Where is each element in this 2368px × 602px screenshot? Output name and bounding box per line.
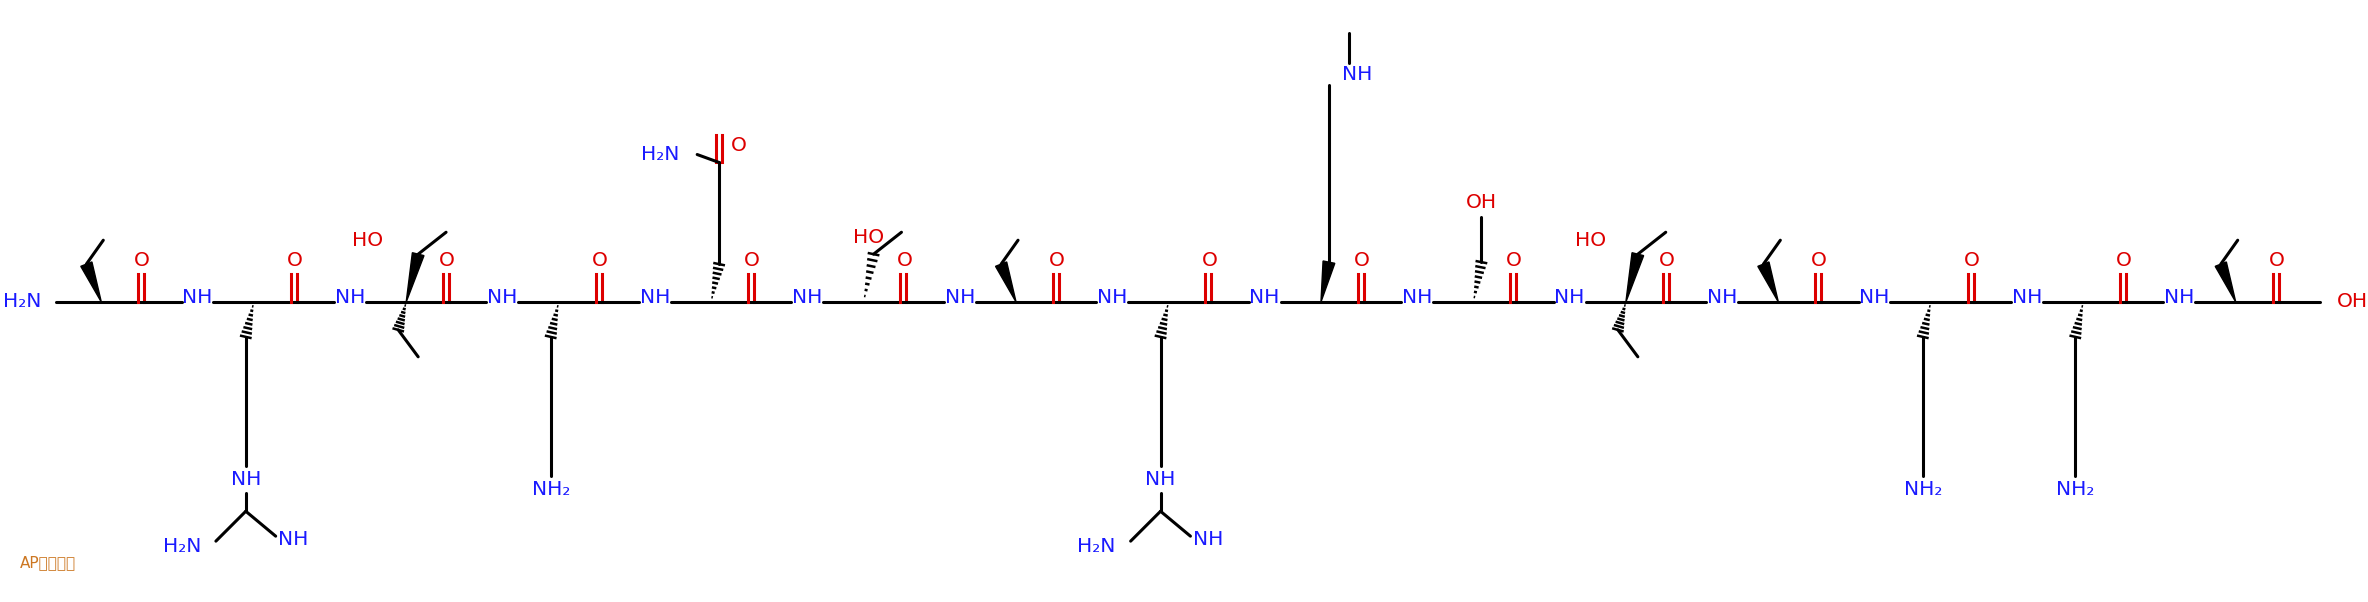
Text: NH: NH	[279, 530, 308, 548]
Text: NH: NH	[1402, 288, 1433, 306]
Text: O: O	[1660, 250, 1674, 270]
Text: NH: NH	[945, 288, 976, 306]
Text: O: O	[592, 250, 609, 270]
Polygon shape	[1627, 253, 1643, 302]
Polygon shape	[1757, 262, 1778, 302]
Text: NH: NH	[488, 288, 519, 306]
Text: O: O	[135, 250, 149, 270]
Text: NH: NH	[2013, 288, 2041, 306]
Text: NH: NH	[1096, 288, 1127, 306]
Text: O: O	[1963, 250, 1980, 270]
Text: O: O	[732, 136, 746, 155]
Text: NH: NH	[1193, 530, 1224, 548]
Text: O: O	[897, 250, 912, 270]
Text: H₂N: H₂N	[1077, 536, 1115, 556]
Text: NH: NH	[182, 288, 213, 306]
Text: NH: NH	[1146, 470, 1177, 489]
Text: OH: OH	[1466, 193, 1497, 212]
Text: O: O	[1201, 250, 1217, 270]
Text: AP专肽生物: AP专肽生物	[19, 556, 76, 571]
Polygon shape	[407, 253, 424, 302]
Text: NH: NH	[1250, 288, 1279, 306]
Text: NH: NH	[1707, 288, 1738, 306]
Text: OH: OH	[2337, 293, 2368, 311]
Text: NH: NH	[1343, 65, 1371, 84]
Text: O: O	[2117, 250, 2131, 270]
Text: O: O	[287, 250, 303, 270]
Text: NH: NH	[793, 288, 822, 306]
Text: NH: NH	[334, 288, 365, 306]
Text: NH₂: NH₂	[1904, 480, 1942, 499]
Text: HO: HO	[353, 231, 384, 250]
Text: H₂N: H₂N	[163, 536, 201, 556]
Text: O: O	[1354, 250, 1369, 270]
Text: HO: HO	[852, 228, 883, 247]
Text: NH: NH	[230, 470, 260, 489]
Text: NH: NH	[639, 288, 670, 306]
Polygon shape	[81, 262, 102, 302]
Text: HO: HO	[1575, 231, 1606, 250]
Text: O: O	[1049, 250, 1066, 270]
Text: O: O	[2269, 250, 2285, 270]
Text: NH: NH	[2164, 288, 2195, 306]
Text: O: O	[1506, 250, 1523, 270]
Text: NH₂: NH₂	[2055, 480, 2093, 499]
Text: NH: NH	[1859, 288, 1890, 306]
Polygon shape	[1321, 261, 1336, 302]
Text: H₂N: H₂N	[642, 145, 680, 164]
Polygon shape	[2214, 262, 2235, 302]
Text: H₂N: H₂N	[2, 293, 43, 311]
Text: O: O	[1812, 250, 1828, 270]
Text: O: O	[438, 250, 455, 270]
Text: O: O	[744, 250, 760, 270]
Text: NH: NH	[1553, 288, 1584, 306]
Text: NH₂: NH₂	[530, 480, 571, 499]
Polygon shape	[995, 262, 1016, 302]
